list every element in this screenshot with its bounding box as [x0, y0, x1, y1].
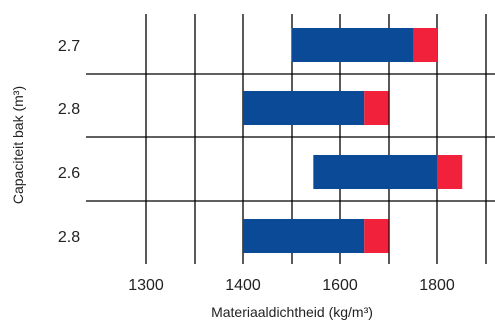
y-axis-title: Capaciteit bak (m³) [10, 86, 26, 204]
y-tick-label: 2.6 [58, 165, 80, 182]
bar-segment-red-row-1 [413, 28, 437, 62]
x-tick-label: 1600 [322, 277, 358, 294]
bar-segment-blue-row-4 [243, 219, 365, 253]
x-tick-label: 1300 [128, 277, 164, 294]
y-tick-label: 2.8 [58, 101, 80, 118]
bar-segment-red-row-4 [364, 219, 389, 253]
x-axis-title: Materiaaldichtheid (kg/m³) [211, 304, 373, 320]
bar-segment-red-row-2 [364, 91, 389, 125]
y-tick-labels: 2.7 2.8 2.6 2.8 [58, 38, 80, 246]
y-tick-label: 2.7 [58, 38, 80, 55]
bars [243, 28, 463, 253]
y-tick-label: 2.8 [58, 229, 80, 246]
bar-segment-blue-row-1 [291, 28, 414, 62]
bar-segment-blue-row-2 [243, 91, 365, 125]
x-tick-label: 1800 [419, 277, 455, 294]
bar-segment-red-row-3 [437, 155, 463, 189]
bar-segment-blue-row-3 [313, 155, 437, 189]
x-tick-label: 1400 [225, 277, 261, 294]
x-tick-labels: 1300 1400 1600 1800 [128, 277, 455, 294]
